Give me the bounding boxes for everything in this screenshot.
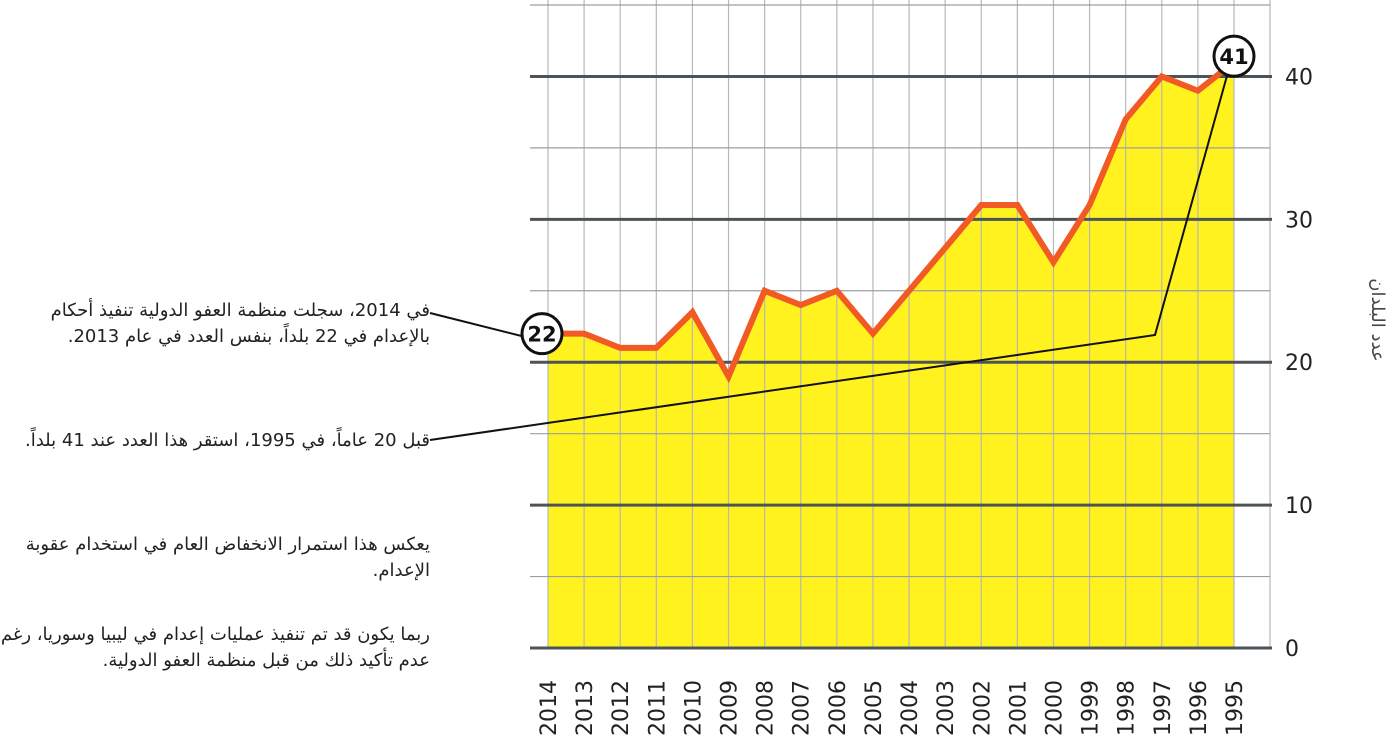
x-tick-label: 1997 — [1151, 680, 1176, 736]
annotation: ربما يكون قد تم تنفيذ عمليات إعدام في لي… — [0, 624, 430, 671]
value-label: 22 — [527, 323, 556, 347]
x-tick-label: 2006 — [826, 680, 851, 736]
x-tick-label: 2012 — [609, 680, 634, 736]
x-tick-label: 2003 — [934, 680, 959, 736]
x-tick-label: 2004 — [898, 680, 923, 736]
x-tick-label: 1998 — [1115, 680, 1140, 736]
x-tick-label: 2007 — [790, 680, 815, 736]
x-tick-label: 2009 — [718, 680, 743, 736]
x-tick-label: 2001 — [1006, 680, 1031, 736]
y-tick-label: 30 — [1285, 208, 1313, 233]
value-badge — [1212, 34, 1256, 78]
y-tick-label: 10 — [1285, 494, 1313, 519]
pointer — [429, 71, 1229, 441]
y-tick-label: 40 — [1285, 65, 1313, 90]
y-tick-label: 20 — [1285, 351, 1313, 376]
x-tick-label: 2008 — [754, 680, 779, 736]
x-tick-label: 1995 — [1223, 680, 1248, 736]
annotation: في 2014، سجلت منظمة العفو الدولية تنفيذ … — [50, 300, 430, 347]
line — [548, 59, 1236, 384]
x-tick-label: 2013 — [573, 680, 598, 736]
x-tick-label: 1996 — [1187, 680, 1212, 736]
y-axis-label: عدد البلدان — [1367, 278, 1388, 361]
value-badge — [520, 312, 564, 356]
x-tick-label: 2011 — [645, 680, 670, 736]
x-tick-label: 2005 — [862, 680, 887, 736]
x-tick-label: 2014 — [537, 680, 562, 736]
annotation: قبل 20 عاماً، في 1995، استقر هذا العدد ع… — [25, 430, 430, 451]
x-tick-label: 2010 — [681, 680, 706, 736]
y-tick-label: 0 — [1285, 637, 1299, 662]
area — [548, 62, 1234, 648]
x-tick-label: 2000 — [1042, 680, 1067, 736]
value-label: 41 — [1219, 45, 1248, 69]
x-tick-label: 1999 — [1079, 680, 1104, 736]
annotation: يعكس هذا استمرار الانخفاض العام في استخد… — [25, 534, 430, 581]
x-tick-label: 2002 — [970, 680, 995, 736]
pointer — [429, 312, 529, 339]
